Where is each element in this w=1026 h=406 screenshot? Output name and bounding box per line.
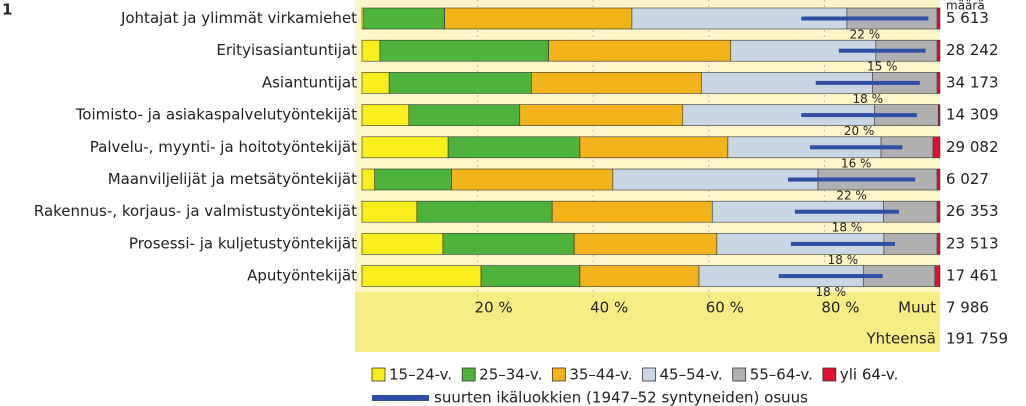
boomer-share (794, 209, 899, 214)
legend-label: yli 64-v. (840, 366, 899, 384)
count-label: 34 173 (946, 73, 999, 91)
category-label: Toimisto- ja asiakaspalvelutyöntekijät (75, 106, 357, 124)
count-label: 26 353 (946, 202, 999, 220)
bar-segment (361, 39, 381, 62)
count-header: määrä (946, 0, 985, 13)
bar-segment (363, 7, 445, 30)
bar-segment (579, 265, 700, 287)
other-count: 7 986 (946, 299, 989, 317)
bar-segment (361, 265, 482, 287)
bar-segment (451, 168, 614, 191)
x-tick-label: 60 % (706, 299, 744, 317)
category-label: Rakennus-, korjaus- ja valmistustyönteki… (34, 202, 357, 220)
bar-segment (531, 72, 702, 94)
bar-segment (416, 200, 553, 223)
bar-segment (612, 168, 819, 191)
bar-segment (551, 200, 713, 223)
x-tick-label: 20 % (475, 299, 513, 317)
bar-segment (480, 265, 581, 287)
boomer-share (801, 113, 917, 118)
boomer-share (838, 48, 926, 53)
bar-segment (447, 136, 581, 159)
legend-label: 55–64-v. (750, 366, 813, 384)
legend-label: 25–34-v. (479, 366, 542, 384)
legend-label: 15–24-v. (389, 366, 452, 384)
bar-segment (361, 104, 410, 126)
category-label: Palvelu-, myynti- ja hoitotyöntekijät (90, 138, 357, 156)
count-label: 29 082 (946, 138, 999, 156)
legend-swatch (732, 367, 747, 382)
bar-segment (579, 136, 729, 159)
bar-segment (573, 233, 718, 255)
bar-segment (519, 104, 684, 126)
bar-segment (548, 39, 732, 62)
bar-segment (444, 7, 633, 30)
bar-segment (361, 136, 449, 159)
legend-swatch (551, 367, 566, 382)
legend-swatch (372, 395, 429, 401)
boomer-share-label: 20 % (844, 124, 875, 138)
category-label: Johtajat ja ylimmät virkamiehet (120, 9, 357, 27)
bar-segment (936, 7, 941, 30)
bar-segment (936, 200, 941, 223)
category-label: Aputyöntekijät (247, 267, 357, 285)
boomer-share (778, 274, 883, 279)
bar-segment (379, 39, 549, 62)
boomer-share (815, 80, 920, 85)
corner-label: 1 (2, 1, 12, 19)
legend-swatch (461, 367, 476, 382)
boomer-share (809, 145, 903, 150)
bar-segment (936, 168, 941, 191)
boomer-share (790, 241, 895, 246)
legend-swatch (371, 367, 386, 382)
x-tick-label: 80 % (821, 299, 859, 317)
footer-background (355, 292, 940, 352)
bar-segment (388, 72, 532, 94)
other-label: Muut (898, 299, 936, 317)
legend-label: suurten ikäluokkien (1947–52 syntyneiden… (434, 389, 808, 406)
legend-swatch (642, 367, 656, 382)
boomer-share-label: 22 % (850, 28, 881, 42)
bar-segment (361, 200, 418, 223)
count-label: 17 461 (946, 267, 999, 285)
boomer-share-label: 18 % (853, 92, 884, 106)
category-label: Erityisasiantuntijat (216, 41, 357, 59)
category-label: Asiantuntijat (262, 73, 357, 91)
legend-label: 35–44-v. (569, 366, 632, 384)
boomer-share-label: 15 % (867, 60, 898, 74)
bar-segment (937, 104, 941, 126)
total-count: 191 759 (946, 330, 1008, 348)
total-label: Yhteensä (865, 330, 936, 348)
category-label: Prosessi- ja kuljetustyöntekijät (129, 234, 357, 252)
bar-segment (932, 136, 941, 159)
bar-segment (374, 168, 452, 191)
count-label: 23 513 (946, 234, 999, 252)
count-label: 5 613 (946, 9, 989, 27)
count-label: 14 309 (946, 106, 999, 124)
boomer-share-label: 16 % (841, 156, 872, 170)
boomer-share-label: 18 % (816, 285, 847, 299)
bar-segment (934, 265, 941, 287)
legend-label: 45–54-v. (660, 366, 723, 384)
bar-segment (361, 72, 390, 94)
x-tick-label: 40 % (590, 299, 628, 317)
count-label: 6 027 (946, 170, 989, 188)
boomer-share-label: 18 % (832, 221, 863, 235)
bar-segment (408, 104, 521, 126)
boomer-share (787, 177, 916, 182)
legend-swatch (822, 367, 837, 382)
bar-segment (936, 233, 941, 255)
bar-segment (936, 72, 941, 94)
bar-segment (361, 233, 444, 255)
boomer-share-label: 18 % (828, 253, 859, 267)
count-label: 28 242 (946, 41, 999, 59)
boomer-share (801, 16, 929, 21)
boomer-share-label: 22 % (836, 189, 867, 203)
bar-segment (361, 168, 376, 191)
category-label: Maanviljelijät ja metsätyöntekijät (108, 170, 357, 188)
bar-segment (936, 39, 941, 62)
bar-segment (442, 233, 575, 255)
